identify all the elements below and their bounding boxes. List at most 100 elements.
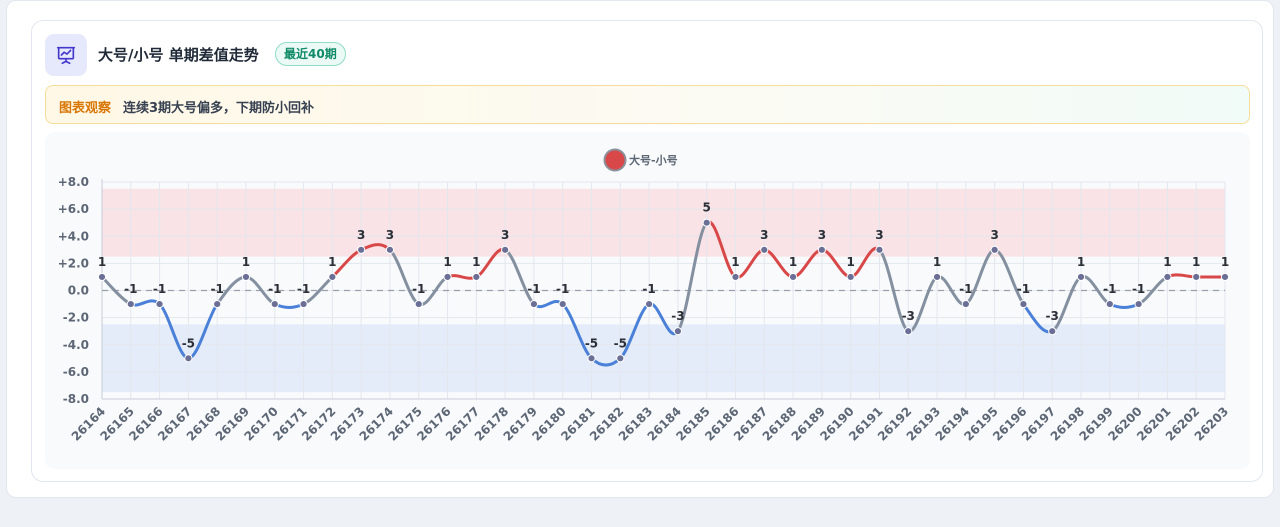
- data-label: 1: [933, 255, 941, 269]
- data-point[interactable]: [961, 299, 970, 309]
- y-tick-label: -6.0: [63, 365, 89, 379]
- legend[interactable]: 大号-小号: [603, 148, 678, 172]
- data-point[interactable]: [904, 327, 913, 336]
- data-point[interactable]: [414, 299, 423, 309]
- data-label: -3: [671, 309, 684, 323]
- data-point[interactable]: [1105, 299, 1114, 309]
- series-line-segment: [676, 221, 709, 333]
- data-label: -1: [527, 282, 540, 296]
- data-label: -5: [182, 336, 195, 350]
- data-point[interactable]: [990, 245, 999, 254]
- data-point[interactable]: [1134, 299, 1143, 309]
- series-line-segment: [532, 300, 565, 309]
- series-line-segment: [446, 274, 478, 280]
- data-point[interactable]: [385, 245, 395, 254]
- data-point[interactable]: [357, 245, 366, 254]
- data-point[interactable]: [1076, 272, 1086, 282]
- data-label: 3: [875, 228, 883, 242]
- data-point[interactable]: [1048, 327, 1057, 336]
- series-line-segment: [906, 275, 939, 333]
- data-label: -5: [614, 336, 627, 350]
- y-tick-label: -8.0: [63, 392, 89, 406]
- data-label: 3: [501, 228, 509, 242]
- data-label: -3: [1046, 309, 1059, 323]
- negative-band: [102, 324, 1225, 393]
- series-line-segment: [129, 299, 162, 307]
- data-point[interactable]: [731, 272, 740, 282]
- data-point[interactable]: [788, 272, 798, 282]
- data-label: 1: [443, 255, 451, 269]
- positive-band: [102, 188, 1225, 257]
- data-point[interactable]: [760, 245, 769, 254]
- data-label: 1: [1221, 255, 1229, 269]
- legend-swatch: [603, 148, 627, 172]
- page-frame: 大号/小号 单期差值走势 最近40期 图表观察 连续3期大号偏多，下期防小回补 …: [6, 0, 1274, 498]
- data-point[interactable]: [1192, 272, 1201, 282]
- data-label: -1: [153, 282, 166, 296]
- data-point[interactable]: [846, 272, 855, 282]
- data-point[interactable]: [875, 245, 884, 254]
- data-label: 1: [789, 255, 797, 269]
- insight-label: 图表观察: [59, 101, 112, 116]
- data-label: -1: [1017, 282, 1030, 296]
- data-label: 3: [386, 228, 394, 242]
- series-line-segment: [273, 302, 306, 309]
- data-point[interactable]: [299, 299, 308, 309]
- data-label: -1: [642, 282, 655, 296]
- data-point[interactable]: [126, 299, 135, 309]
- data-point[interactable]: [501, 245, 510, 254]
- data-point[interactable]: [673, 327, 682, 336]
- series-line-segment: [877, 248, 910, 333]
- legend-label: 大号-小号: [629, 153, 678, 167]
- data-label: -1: [959, 282, 972, 296]
- data-label: -1: [268, 282, 281, 296]
- data-point[interactable]: [1163, 272, 1172, 282]
- series-line-segment: [1165, 273, 1198, 279]
- data-point[interactable]: [1019, 299, 1028, 309]
- data-label: 3: [760, 228, 768, 242]
- insight-text: 连续3期大号偏多，下期防小回补: [123, 101, 315, 116]
- data-point[interactable]: [241, 272, 251, 282]
- y-tick-label: -2.0: [63, 311, 89, 325]
- data-point[interactable]: [558, 299, 567, 309]
- data-point[interactable]: [213, 299, 222, 309]
- data-point[interactable]: [184, 354, 193, 363]
- data-label: 3: [990, 228, 998, 242]
- data-label: 3: [818, 228, 826, 242]
- chart-presentation-icon: [45, 34, 87, 76]
- data-label: 1: [472, 255, 480, 269]
- data-point[interactable]: [472, 272, 481, 282]
- data-label: 1: [98, 255, 106, 269]
- y-tick-label: +8.0: [58, 175, 89, 189]
- data-label: -1: [412, 282, 425, 296]
- data-point[interactable]: [1220, 272, 1230, 282]
- data-point[interactable]: [443, 272, 452, 282]
- data-label: 1: [846, 255, 854, 269]
- data-label: -1: [1103, 282, 1116, 296]
- insight-banner: 图表观察 连续3期大号偏多，下期防小回补: [45, 85, 1250, 124]
- data-label: 1: [731, 255, 739, 269]
- y-tick-label: +6.0: [58, 202, 89, 216]
- data-point[interactable]: [817, 245, 826, 254]
- data-point[interactable]: [97, 272, 107, 282]
- data-label: -1: [124, 282, 137, 296]
- data-label: -5: [585, 336, 598, 350]
- line-chart: +8.0 +6.0 +4.0 +2.0 0.0 -2.0 -4.0 -6.0 -8.0 1 -1 -1…: [58, 148, 1231, 444]
- data-label: 1: [1192, 255, 1200, 269]
- data-point[interactable]: [328, 272, 337, 282]
- data-label: -1: [211, 282, 224, 296]
- data-point[interactable]: [702, 218, 711, 227]
- data-label: 3: [357, 228, 365, 242]
- data-point[interactable]: [155, 299, 164, 309]
- data-label: -1: [297, 282, 310, 296]
- data-point[interactable]: [616, 354, 625, 363]
- data-label: 1: [1077, 255, 1085, 269]
- y-tick-label: 0.0: [68, 284, 89, 298]
- data-label: 5: [703, 201, 711, 215]
- data-point[interactable]: [587, 354, 596, 363]
- data-point[interactable]: [932, 272, 942, 282]
- data-point[interactable]: [529, 299, 539, 309]
- chart-title: 大号/小号 单期差值走势: [98, 46, 259, 64]
- data-point[interactable]: [645, 299, 654, 309]
- data-point[interactable]: [270, 299, 279, 309]
